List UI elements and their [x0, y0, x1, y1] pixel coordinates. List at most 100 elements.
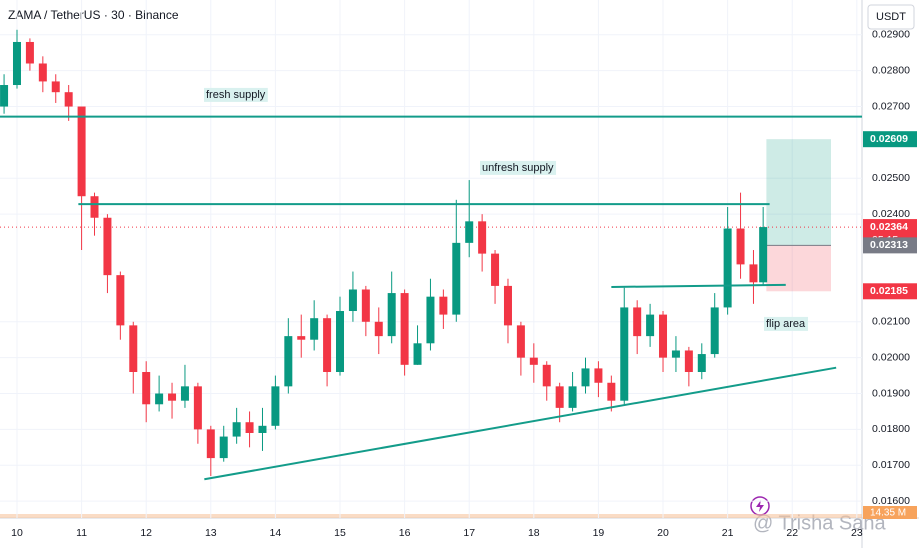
candle-body	[503, 285, 512, 326]
candle-body	[568, 386, 577, 408]
candle-body	[25, 41, 34, 64]
candle-body	[323, 318, 332, 372]
candle-body	[64, 92, 73, 107]
candle-body	[723, 228, 732, 308]
x-tick-label: 19	[593, 527, 605, 539]
candle-body	[129, 325, 138, 372]
x-tick-label: 22	[786, 527, 798, 539]
candle-body	[12, 41, 21, 86]
x-tick-label: 21	[722, 527, 734, 539]
candle-body	[516, 325, 525, 358]
price-tag	[863, 237, 917, 254]
trend-line	[611, 283, 786, 288]
candle-body	[465, 221, 474, 243]
candle-body	[439, 296, 448, 315]
price-tag-label: 0.02185	[870, 285, 908, 297]
candle-body	[759, 227, 768, 283]
candle-body	[348, 289, 357, 312]
y-tick-label: 0.02900	[872, 29, 910, 41]
x-tick-label: 11	[76, 527, 87, 539]
candle-body	[310, 318, 319, 340]
x-tick-label: 10	[11, 527, 23, 539]
candle-body	[529, 357, 538, 365]
volume-tag	[863, 506, 917, 519]
volume-label: 14.35 M	[870, 508, 906, 519]
annotation-bg	[480, 160, 557, 175]
y-tick-label: 0.01900	[872, 387, 910, 399]
candle-body	[193, 386, 202, 430]
y-tick-label: 0.02500	[872, 172, 910, 184]
candle-body	[142, 371, 151, 405]
x-tick-label: 17	[463, 527, 475, 539]
currency-button[interactable]	[867, 4, 915, 30]
candle-body	[491, 253, 500, 286]
annotation-label: fresh supply	[206, 89, 266, 101]
candle-body	[180, 386, 189, 401]
candle-body	[51, 81, 60, 93]
stop-zone	[766, 245, 831, 292]
price-tag	[863, 131, 917, 148]
candle-body	[77, 106, 86, 197]
y-tick-label: 0.02100	[872, 316, 910, 328]
candle-body	[478, 221, 487, 254]
candle-body	[206, 429, 215, 459]
candle-body	[697, 354, 706, 372]
candle-body	[620, 307, 629, 401]
x-tick-label: 20	[657, 527, 669, 539]
chart-title: ZAMA / TetherUS · 30 · Binance	[8, 8, 179, 22]
candle-body	[297, 336, 306, 340]
candle-body	[374, 321, 383, 337]
x-tick-label: 15	[334, 527, 346, 539]
x-tick-label: 23	[851, 527, 863, 539]
currency[interactable]: USDT	[876, 11, 906, 23]
candle-body	[413, 343, 422, 365]
x-tick-label: 14	[270, 527, 282, 539]
x-tick-label: 13	[205, 527, 217, 539]
candle-body	[400, 293, 409, 365]
y-tick-label: 0.01800	[872, 423, 910, 435]
y-tick-label: 0.01600	[872, 495, 910, 507]
candle-body	[336, 311, 345, 372]
annotation: flip area	[764, 316, 809, 331]
candle-body	[271, 386, 280, 426]
candle-body	[426, 296, 435, 344]
x-tick-label: 18	[528, 527, 540, 539]
candle-body	[581, 368, 590, 387]
y-tick-label: 0.02800	[872, 64, 910, 76]
annotation: fresh supply	[204, 87, 268, 102]
annotation-bg	[764, 316, 809, 331]
alert-icon-bolt	[756, 500, 764, 512]
volume-strip	[0, 514, 862, 518]
candle-body	[646, 314, 655, 337]
candle-body	[749, 264, 758, 283]
y-tick-label: 0.02000	[872, 351, 910, 363]
candle-body	[103, 217, 112, 276]
candle-body	[659, 314, 668, 358]
axes: 0.01600 0.01700 0.01800 0.01900 0.02000 0.021…	[0, 0, 910, 539]
price-tag-label: 0.02364	[870, 221, 908, 233]
annotation-label: unfresh supply	[482, 162, 554, 174]
candle-body	[710, 307, 719, 355]
annotation-label: flip area	[766, 318, 806, 330]
trend-line	[204, 366, 837, 481]
candle-body	[258, 425, 267, 433]
x-tick-label: 16	[399, 527, 411, 539]
candle-body	[671, 350, 680, 358]
annotation-bg	[204, 87, 268, 102]
candle-body	[38, 63, 47, 82]
annotation: unfresh supply	[480, 160, 557, 175]
y-tick-label: 0.01700	[872, 459, 910, 471]
price-tag	[863, 283, 917, 300]
candle-body	[452, 242, 461, 315]
candle-body	[594, 368, 603, 383]
candle-body	[0, 85, 9, 107]
candle-body	[542, 364, 551, 387]
target-zone	[766, 139, 831, 246]
candle-body	[116, 275, 125, 326]
candle-body	[284, 336, 293, 387]
candle-body	[155, 393, 164, 405]
y-tick-label: 0.02700	[872, 100, 910, 112]
candle-body	[245, 422, 254, 433]
candle-body	[232, 422, 241, 437]
